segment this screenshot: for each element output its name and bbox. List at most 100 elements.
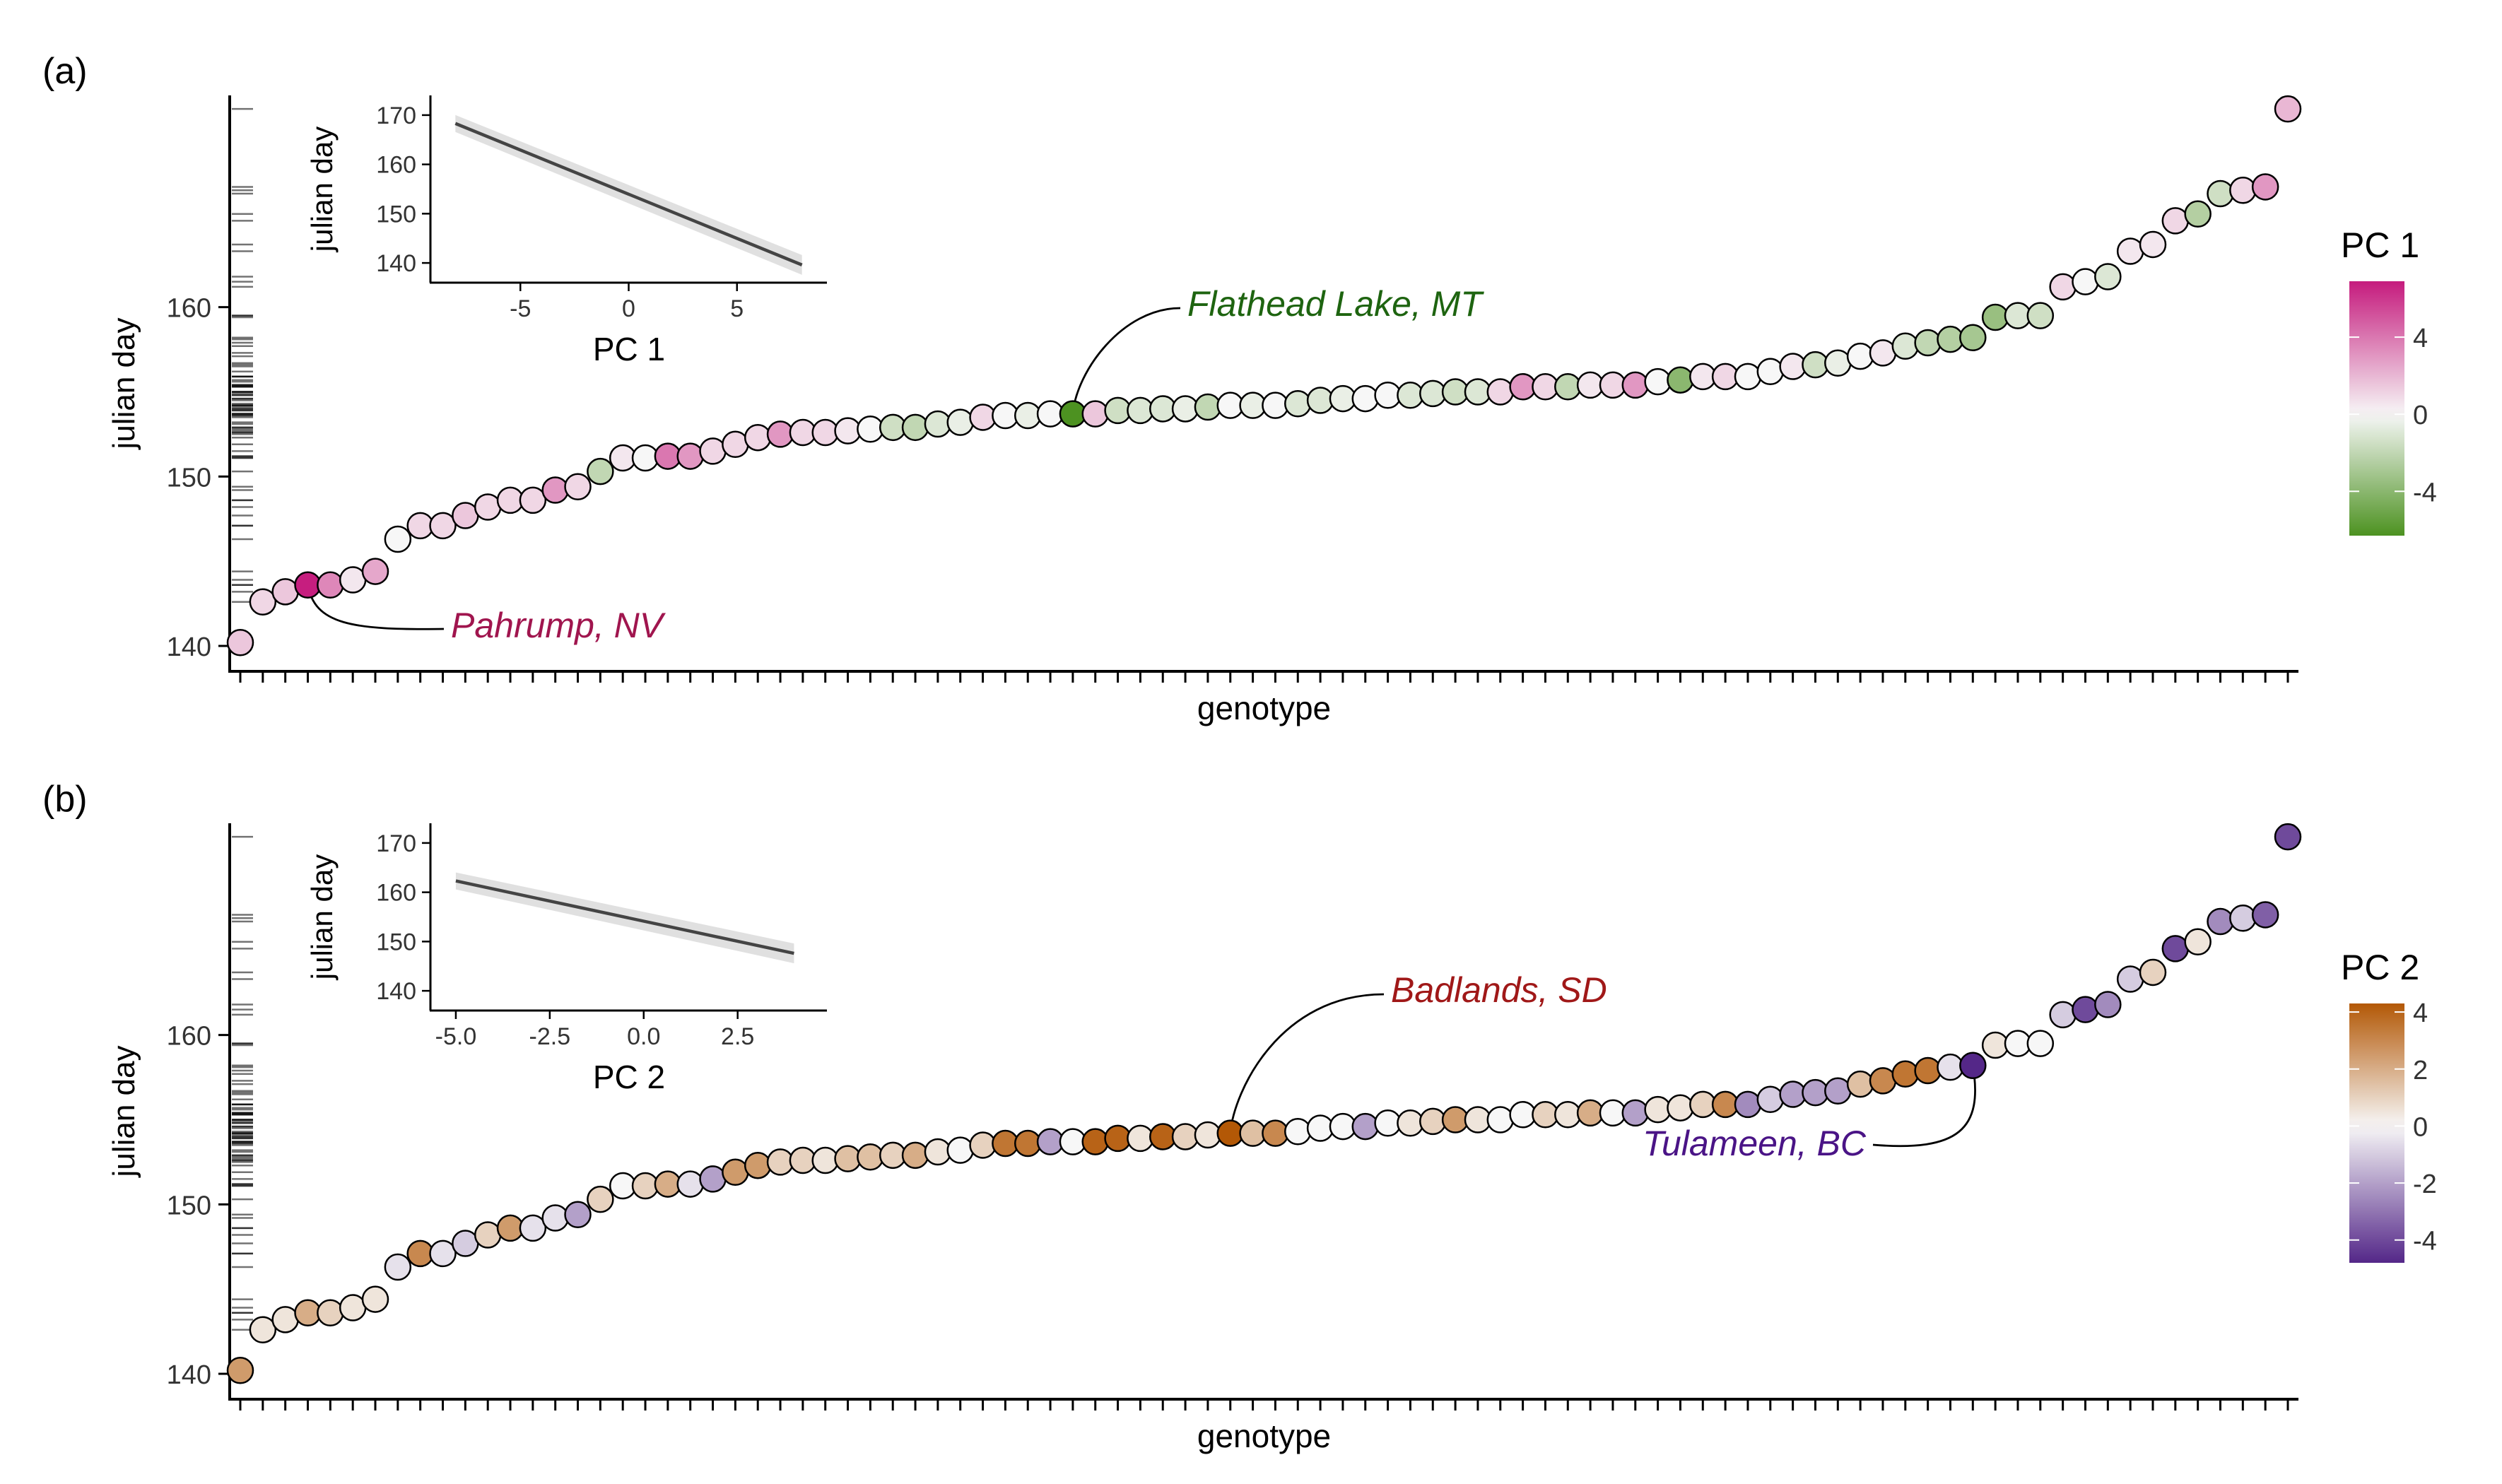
data-point [699,1165,727,1193]
annotation-label: Badlands, SD [1391,970,1607,1010]
data-point [1644,1095,1672,1124]
data-point [857,415,884,443]
data-point [384,1253,412,1281]
data-point [1981,303,2009,331]
data-point [2116,965,2144,993]
y-tick-label: 140 [167,1360,211,1390]
inset-y-axis-title: julian day [305,126,339,253]
data-point [631,1172,659,1200]
data-point [1756,358,1785,385]
x-axis-title: genotype [1197,1418,1331,1454]
data-point [969,404,997,431]
data-point [2207,907,2234,936]
data-point [1959,1052,1987,1080]
data-point [2049,1001,2077,1029]
data-point [564,1201,592,1228]
data-point [1306,387,1334,414]
data-point [722,1158,749,1186]
inset-y-tick-label: 160 [376,880,416,907]
data-point [744,1151,772,1179]
data-point [1846,1070,1874,1098]
y-tick-label: 160 [167,1022,211,1052]
data-point [2229,904,2257,932]
data-point [384,525,412,553]
data-point [2026,302,2055,329]
data-point [1081,400,1109,428]
legend-tick-label: 0 [2413,1112,2428,1142]
data-point [1127,396,1154,425]
inset-plot: 140 150 160 170 -5.0 -2.5 0.0 2.5 julian day PC 2 [305,823,827,1095]
data-point [361,558,389,585]
inset-y-tick-label: 170 [376,830,416,857]
data-point [249,1316,277,1343]
data-point [722,430,749,459]
data-point [2139,958,2167,987]
data-point [2049,273,2077,301]
data-point [1914,329,1942,357]
panel-label: (b) [42,779,88,820]
data-point [1081,1128,1109,1155]
y-axis-title: julian day [107,1046,141,1179]
data-point [474,1221,502,1249]
data-point [1171,1123,1199,1150]
data-point [1262,1119,1289,1147]
data-point [2026,1030,2055,1057]
data-point [2094,263,2122,290]
legend-tick-label: -4 [2413,1227,2437,1256]
data-point [1891,332,1920,360]
data-point [429,1239,457,1268]
inset-y-axis-title: julian day [305,854,339,981]
data-point [1802,351,1829,379]
data-point [1284,1118,1312,1146]
data-point [1127,1124,1154,1153]
inset-x-axis-title: PC 1 [593,331,665,367]
y-tick-label: 150 [167,463,211,493]
inset-regression-line [454,122,803,266]
inset-x-tick-label: -2.5 [529,1023,571,1050]
data-point [2094,991,2122,1018]
annotation-leader [1872,1065,1976,1148]
annotation-leader [1071,307,1181,414]
legend-tick-label: 4 [2413,324,2428,353]
legend-colorbar [2349,1003,2404,1263]
annotation-leader [1229,993,1385,1133]
data-point [1014,1129,1042,1158]
legend-colorbar [2349,281,2404,536]
data-point [226,629,254,656]
inset-y-tick-label: 170 [376,102,416,129]
y-tick-label: 160 [167,294,211,324]
data-point [1644,367,1672,396]
data-point [1734,1090,1762,1119]
data-point [2139,230,2167,259]
data-point [1802,1078,1829,1107]
inset-y-tick-label: 150 [376,929,416,955]
data-point [811,418,839,447]
data-point [699,437,727,465]
data-point [946,1136,974,1164]
data-point [1486,378,1515,406]
data-point [1779,353,1807,380]
data-point [2072,268,2099,295]
data-point [1959,324,1987,352]
inset-x-tick-label: -5 [510,295,531,322]
data-point [429,512,457,540]
data-point [1554,373,1582,401]
inset-x-tick-label: -5.0 [435,1023,477,1050]
data-point [564,473,592,500]
y-tick-label: 150 [167,1191,211,1220]
inset-x-tick-label: 2.5 [721,1023,754,1050]
data-point [924,1138,952,1166]
data-point [1194,1121,1222,1149]
data-point [834,1145,862,1172]
data-point [1869,339,1897,367]
inset-plot: 140 150 160 170 -5 0 5 julian day PC 1 [305,95,827,367]
data-point [1486,1106,1515,1133]
inset-y-tick-label: 160 [376,152,416,179]
data-point [901,413,929,442]
data-point [1914,1056,1942,1085]
data-point [249,588,277,616]
data-point [519,1214,547,1242]
legend-tick-label: -2 [2413,1170,2437,1199]
data-point [676,1170,704,1198]
